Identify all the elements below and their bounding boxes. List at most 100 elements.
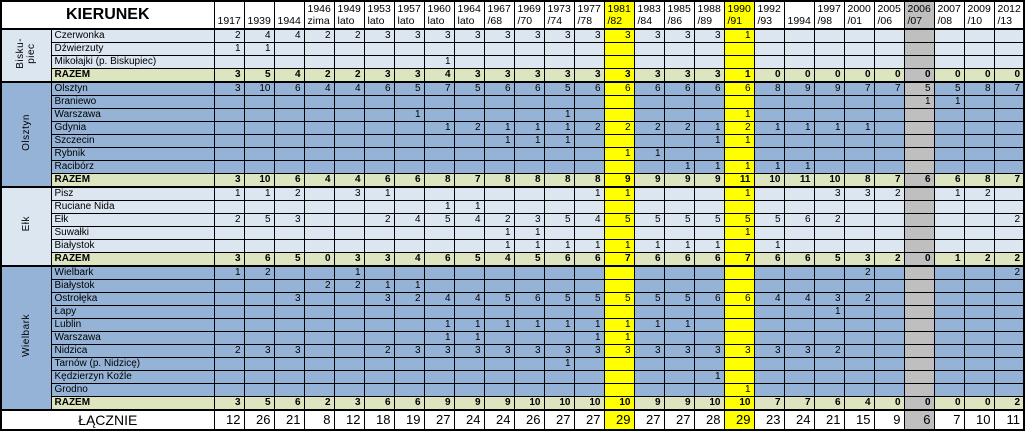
table-row: Białystok 1 1 1 1 1 1 1 1 1 (1, 239, 1025, 253)
data-cell: 6 (273, 81, 305, 96)
data-cell (933, 42, 965, 56)
data-cell (903, 186, 935, 201)
data-cell: 5 (903, 81, 935, 96)
data-cell (543, 186, 575, 201)
razem-cell: 3 (663, 68, 695, 83)
data-cell (393, 226, 425, 240)
data-cell (363, 239, 395, 253)
table-row: Grodno 1 (1, 383, 1025, 397)
data-cell (453, 95, 485, 109)
column-header-199091: 1990/91 (723, 0, 755, 30)
razem-cell: 0 (963, 396, 995, 411)
data-cell (813, 200, 845, 214)
data-cell (633, 160, 665, 174)
razem-cell: 3 (213, 396, 245, 411)
group-label-olsztyn: Olsztyn (0, 81, 52, 188)
data-cell (873, 383, 905, 397)
data-cell (303, 383, 335, 397)
razem-label: RAZEM (50, 252, 215, 267)
data-cell (393, 55, 425, 69)
data-cell (423, 305, 455, 319)
data-cell (633, 305, 665, 319)
data-cell (363, 383, 395, 397)
data-cell (393, 239, 425, 253)
data-cell (873, 370, 905, 384)
data-cell: 1 (483, 121, 515, 135)
data-cell (783, 331, 815, 345)
data-cell (843, 331, 875, 345)
data-cell: 3 (513, 28, 545, 43)
column-header-198889: 1988/89 (693, 0, 725, 30)
row-label: Szczecin (50, 134, 215, 148)
data-cell (513, 279, 545, 293)
data-cell: 3 (543, 344, 575, 358)
row-label: Lublin (50, 318, 215, 332)
razem-cell: 6 (693, 252, 725, 267)
data-cell (333, 55, 365, 69)
data-cell (693, 279, 725, 293)
data-cell (393, 147, 425, 161)
razem-cell: 8 (963, 173, 995, 188)
data-cell (483, 147, 515, 161)
data-cell (783, 383, 815, 397)
row-label: Ruciane Nida (50, 200, 215, 214)
razem-cell: 9 (453, 396, 485, 411)
total-cell: 21 (273, 409, 305, 431)
data-cell (663, 134, 695, 148)
data-cell: 2 (573, 121, 605, 135)
data-cell: 1 (633, 147, 665, 161)
data-cell (423, 147, 455, 161)
data-cell (273, 200, 305, 214)
razem-cell: 10 (543, 396, 575, 411)
data-cell (453, 42, 485, 56)
razem-cell: 9 (663, 173, 695, 188)
data-cell: 1 (693, 239, 725, 253)
data-cell (453, 383, 485, 397)
group-label-elk: Ełk (0, 186, 52, 267)
data-cell (843, 108, 875, 122)
data-cell (393, 370, 425, 384)
data-cell (633, 108, 665, 122)
data-cell (963, 55, 995, 69)
razem-cell: 2 (963, 252, 995, 267)
razem-cell: 3 (363, 252, 395, 267)
data-cell: 1 (483, 318, 515, 332)
data-cell (813, 226, 845, 240)
data-cell (963, 28, 995, 43)
razem-cell: 7 (453, 173, 485, 188)
data-cell (393, 186, 425, 201)
data-cell: 3 (603, 28, 635, 43)
razem-cell: 1 (723, 68, 755, 83)
total-row: ŁĄCZNIE 12 26 21 8 12 18 19 27 24 24 26 27 27 29 27 27 28… (0, 409, 1025, 431)
data-cell (363, 160, 395, 174)
total-cell: 27 (633, 409, 665, 431)
data-cell (753, 55, 785, 69)
data-cell (243, 160, 275, 174)
data-cell (333, 226, 365, 240)
row-label: Ostrołęka (50, 292, 215, 306)
data-cell (753, 95, 785, 109)
data-cell (963, 239, 995, 253)
data-cell: 4 (753, 292, 785, 306)
razem-cell: 10 (693, 396, 725, 411)
data-cell (483, 383, 515, 397)
data-cell (873, 147, 905, 161)
data-cell: 7 (873, 81, 905, 96)
data-cell (783, 134, 815, 148)
data-cell: 2 (483, 213, 515, 227)
razem-cell: 11 (723, 173, 755, 188)
data-cell: 1 (783, 121, 815, 135)
data-cell (573, 370, 605, 384)
data-cell (213, 134, 245, 148)
data-cell (423, 108, 455, 122)
column-header-1964lato: 1964 lato (453, 0, 485, 30)
data-cell: 5 (483, 292, 515, 306)
data-cell (213, 331, 245, 345)
data-cell (663, 147, 695, 161)
data-cell (333, 95, 365, 109)
kierunek-header: KIERUNEK (0, 0, 215, 30)
total-cell: 29 (723, 409, 755, 431)
data-cell (873, 344, 905, 358)
data-cell: 3 (483, 344, 515, 358)
